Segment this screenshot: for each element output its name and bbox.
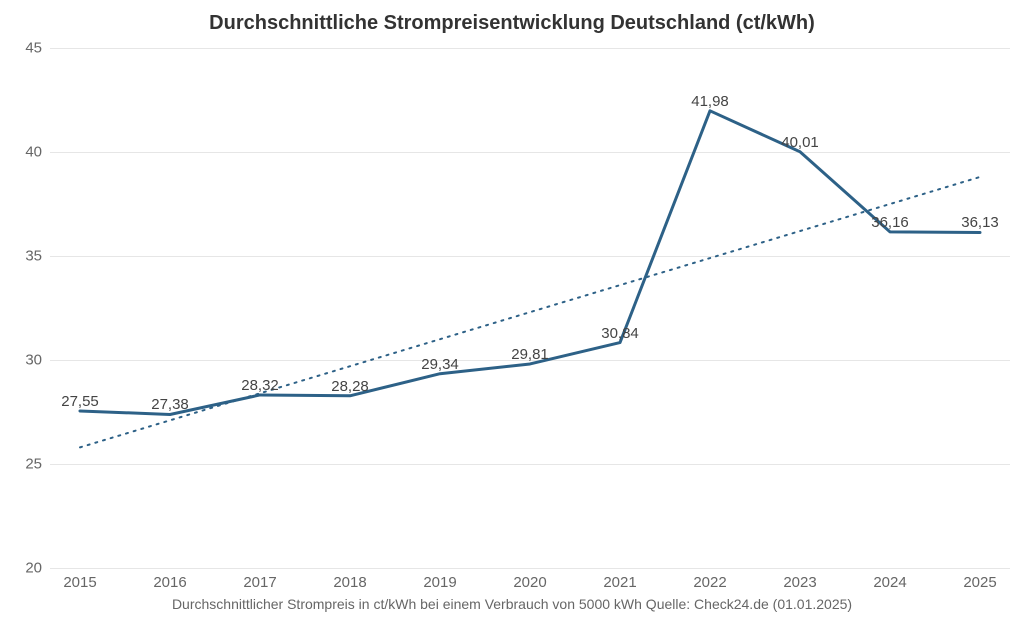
chart-container: Durchschnittliche Strompreisentwicklung … (0, 0, 1024, 624)
data-label: 30,84 (601, 325, 639, 342)
x-tick-label: 2018 (333, 574, 366, 591)
y-tick-label: 35 (10, 248, 42, 265)
x-tick-label: 2021 (603, 574, 636, 591)
data-label: 41,98 (691, 93, 729, 110)
x-tick-label: 2024 (873, 574, 906, 591)
x-tick-label: 2020 (513, 574, 546, 591)
series-svg (50, 48, 1010, 568)
data-label: 29,81 (511, 346, 549, 363)
x-tick-label: 2015 (63, 574, 96, 591)
plot-area: 2025303540452015201620172018201920202021… (50, 48, 1010, 568)
chart-title: Durchschnittliche Strompreisentwicklung … (0, 12, 1024, 35)
y-tick-label: 30 (10, 352, 42, 369)
gridline (50, 568, 1010, 569)
data-label: 27,55 (61, 393, 99, 410)
data-label: 29,34 (421, 356, 459, 373)
data-label: 28,32 (241, 377, 279, 394)
chart-caption: Durchschnittlicher Strompreis in ct/kWh … (0, 596, 1024, 612)
y-tick-label: 20 (10, 560, 42, 577)
data-label: 28,28 (331, 378, 369, 395)
y-tick-label: 25 (10, 456, 42, 473)
x-tick-label: 2023 (783, 574, 816, 591)
y-tick-label: 40 (10, 144, 42, 161)
x-tick-label: 2022 (693, 574, 726, 591)
trend-line (80, 177, 980, 447)
data-label: 36,16 (871, 214, 909, 231)
data-label: 40,01 (781, 134, 819, 151)
y-tick-label: 45 (10, 40, 42, 57)
x-tick-label: 2016 (153, 574, 186, 591)
x-tick-label: 2025 (963, 574, 996, 591)
data-label: 36,13 (961, 214, 999, 231)
x-tick-label: 2019 (423, 574, 456, 591)
price-line (80, 111, 980, 415)
data-label: 27,38 (151, 396, 189, 413)
x-tick-label: 2017 (243, 574, 276, 591)
